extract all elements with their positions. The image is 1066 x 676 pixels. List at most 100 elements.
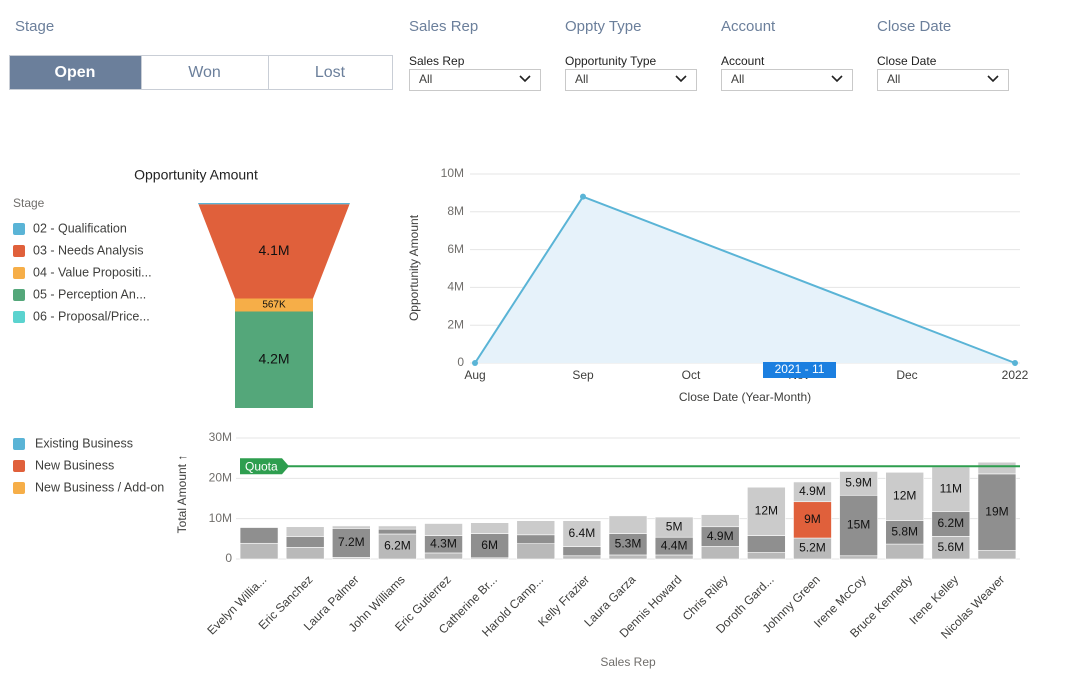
y-tick-label: 0 [225, 551, 232, 565]
legend-label: 04 - Value Propositi... [33, 265, 152, 279]
filter-header: Account [721, 18, 776, 35]
data-label: 12M [893, 489, 916, 503]
data-label: 5M [666, 519, 683, 533]
legend-swatch [13, 267, 25, 279]
chevron [519, 75, 531, 83]
data-label: 15M [847, 518, 870, 532]
y-tick-label: 10M [441, 166, 464, 180]
point [580, 193, 586, 200]
bar-segment[interactable] [562, 555, 602, 560]
legend-swatch [13, 438, 25, 450]
dropdown-value[interactable]: All [419, 72, 432, 86]
bar-segment[interactable] [977, 473, 1017, 551]
bar-segment[interactable] [378, 533, 417, 560]
hover-tag [763, 362, 836, 378]
bar-segment[interactable] [608, 554, 648, 560]
bar-segment[interactable] [839, 555, 878, 560]
toggle-label[interactable]: Lost [315, 64, 346, 81]
bar-segment[interactable] [239, 527, 279, 544]
data-label: 4.4M [661, 538, 688, 552]
data-label: 4.1M [258, 242, 289, 258]
data-label: 9M [804, 512, 821, 526]
dropdown-value[interactable]: All [887, 72, 900, 86]
legend-label: 05 - Perception An... [33, 287, 146, 301]
bar-segment[interactable] [747, 535, 786, 553]
toggle-button[interactable] [9, 55, 142, 90]
data-label: 6M [481, 538, 498, 552]
bar-segment[interactable] [285, 547, 325, 560]
bar-segment[interactable] [331, 525, 371, 529]
data-label: 567K [262, 300, 286, 311]
y-tick-label: 10M [209, 511, 232, 525]
x-tick-label: Oct [682, 368, 701, 382]
bar-segment[interactable] [285, 526, 325, 537]
data-label: 4.3M [430, 536, 457, 550]
bar-segment[interactable] [239, 542, 279, 560]
legend-swatch [13, 245, 25, 257]
y-axis-label: Opportunity Amount [407, 214, 421, 321]
bar-segment[interactable] [747, 552, 786, 560]
data-label: 12M [755, 504, 778, 518]
legend-label: 03 - Needs Analysis [33, 243, 143, 257]
data-label: 11M [940, 481, 962, 495]
bar-segment[interactable] [562, 520, 602, 547]
bar-segment[interactable] [516, 520, 556, 536]
filter-label: Sales Rep [409, 54, 465, 68]
x-tick-label: Sep [572, 368, 594, 382]
bar-segment[interactable] [885, 471, 925, 521]
toggle-label[interactable]: Open [55, 64, 96, 81]
bar-segment[interactable] [977, 550, 1017, 560]
bar-segment[interactable] [516, 543, 556, 560]
filter-label: Account [721, 54, 765, 68]
bar-segment[interactable] [700, 546, 740, 560]
filter-header: Close Date [877, 18, 951, 35]
dropdown[interactable] [409, 69, 541, 91]
dropdown-value[interactable]: All [575, 72, 588, 86]
bar-segment[interactable] [470, 522, 509, 534]
bar-segment[interactable] [424, 523, 463, 536]
bar-segment[interactable] [516, 534, 556, 544]
dropdown[interactable] [565, 69, 697, 91]
bar-segment[interactable] [424, 552, 463, 560]
bar-segment[interactable] [654, 554, 694, 560]
bar-segment[interactable] [793, 481, 832, 503]
bar-segment[interactable] [931, 511, 971, 537]
filter-label: Close Date [877, 54, 937, 68]
bar-segment[interactable] [608, 515, 648, 534]
bar-segment[interactable] [747, 486, 786, 536]
toggle-label[interactable]: Won [188, 64, 221, 81]
bar-segment[interactable] [839, 471, 878, 496]
bar-segment[interactable] [839, 494, 878, 557]
bar-segment[interactable] [793, 501, 832, 539]
bar-segment[interactable] [470, 533, 509, 559]
legend-swatch [13, 311, 25, 323]
bar-segment[interactable] [378, 528, 417, 535]
bar-segment[interactable] [654, 516, 694, 538]
filter-label: Opportunity Type [565, 54, 656, 68]
data-label: 6.2M [937, 516, 964, 530]
funnel-title: Opportunity Amount [134, 167, 258, 183]
legend-title: Stage [13, 196, 45, 210]
bar-segment[interactable] [977, 461, 1017, 475]
bar-segment[interactable] [562, 546, 602, 557]
x-tick-label: Dec [896, 368, 917, 382]
bar-segment[interactable] [285, 536, 325, 548]
bar-segment[interactable] [885, 543, 925, 560]
data-label: 4.9M [707, 529, 734, 543]
y-tick-label: 2M [447, 317, 464, 331]
funnel-segment [198, 204, 350, 299]
toggle-button[interactable] [268, 55, 393, 90]
y-axis-label: Total Amount ↑ [175, 455, 189, 534]
funnel-segment [235, 311, 313, 408]
quota-label: Quota [245, 459, 278, 473]
funnel-segment [235, 298, 313, 312]
dropdown[interactable] [721, 69, 853, 91]
filter-header: Oppty Type [565, 18, 641, 35]
toggle-button[interactable] [141, 55, 269, 90]
bar-segment[interactable] [378, 525, 417, 530]
y-tick-label: 30M [209, 430, 232, 444]
dropdown[interactable] [877, 69, 1009, 91]
dropdown-value[interactable]: All [731, 72, 744, 86]
bar-segment[interactable] [700, 514, 740, 528]
bar-segment[interactable] [931, 466, 971, 512]
